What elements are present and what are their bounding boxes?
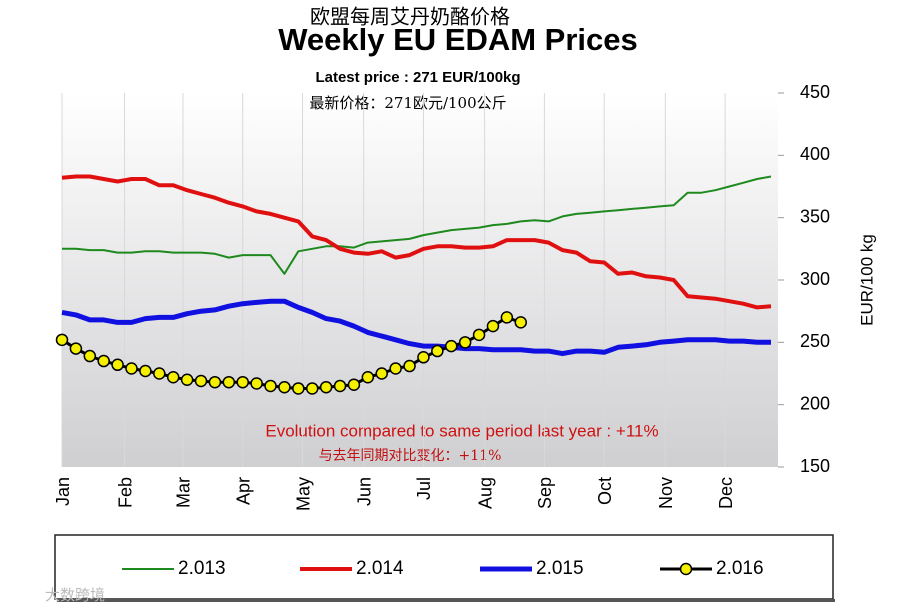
marker [500,311,514,324]
marker [305,382,319,395]
annotation: Evolution compared to same period last y… [265,421,658,440]
marker [194,374,208,388]
x-tick-label: Dec [716,477,736,509]
legend-label: 2.015 [536,558,584,579]
subtitle-cn: 最新价格：271欧元/100公斤 [309,94,506,112]
series-line [61,174,772,310]
x-tick-label: Jan [53,477,73,506]
x-tick-label: Oct [595,477,615,505]
x-tick-label: Nov [656,477,676,509]
series-line [61,315,522,390]
x-tick-label: Jul [414,477,434,500]
y-tick-label: 450 [800,82,830,102]
marker [166,370,180,384]
marker [347,378,361,391]
marker [431,344,444,358]
y-tick-label: 300 [800,269,830,289]
marker [83,349,97,363]
marker [472,328,486,342]
legend-marker [679,562,693,576]
x-tick-label: May [293,477,313,511]
marker [55,333,69,347]
marker [69,342,83,355]
marker [375,367,388,380]
marker [222,375,236,389]
marker [139,364,152,378]
marker [514,316,528,329]
marker [333,379,347,393]
series-line [62,175,772,275]
y-tick-label: 250 [800,331,830,351]
marker [486,319,500,333]
x-tick-label: Mar [174,477,194,508]
marker [361,370,375,384]
legend-label: 2.013 [178,558,226,579]
subtitle: Latest price : 271 EUR/100kg [315,69,520,86]
marker [111,358,124,372]
marker [292,382,305,395]
marker [208,375,222,389]
legend-shadow [57,599,835,602]
x-tick-label: Aug [475,477,495,509]
y-axis-label: EUR/100 kg [857,234,876,326]
marker [250,377,263,390]
marker [319,380,333,394]
x-tick-label: Feb [115,477,135,508]
marker [458,336,472,349]
watermark: 大数跨境 [45,586,105,604]
y-tick-label: 150 [800,456,830,476]
series-line [61,298,771,357]
legend-label: 2.016 [716,558,764,579]
plot-area [62,93,778,467]
marker [417,351,430,364]
marker [125,362,138,375]
title-cn: 欧盟每周艾丹奶酪价格 [310,5,510,29]
marker [236,375,249,389]
y-tick-label: 200 [800,393,830,413]
y-tick-label: 400 [800,144,830,164]
legend-label: 2.014 [356,558,404,579]
marker [97,354,110,368]
x-tick-label: Jun [354,477,374,506]
marker [403,359,416,373]
annotation-cn: 与去年同期对比变化：+11% [319,448,502,464]
marker [264,379,277,393]
marker [180,373,194,386]
x-tick-label: Sep [535,477,555,509]
marker [278,380,291,394]
marker [153,367,166,380]
chart-title: Weekly EU EDAM Prices [278,22,638,57]
marker [445,339,458,353]
x-tick-label: Apr [233,477,253,505]
marker [389,362,402,375]
y-tick-label: 350 [800,206,830,226]
